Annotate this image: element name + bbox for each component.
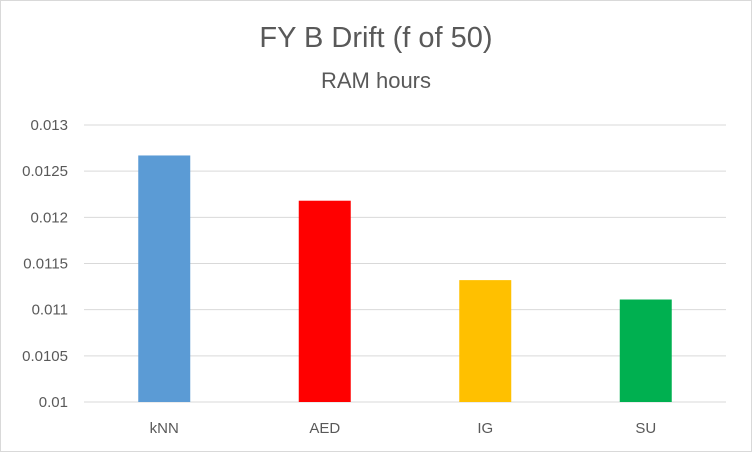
- x-category-label: IG: [477, 420, 493, 437]
- y-tick-label: 0.0115: [23, 256, 68, 273]
- bar-aed: [298, 200, 351, 402]
- y-tick-label: 0.012: [30, 209, 68, 226]
- x-category-label: kNN: [150, 420, 179, 437]
- gridlines: [84, 124, 726, 403]
- bar-ig: [459, 280, 512, 402]
- y-tick-label: 0.0125: [22, 163, 68, 180]
- chart-title: FY B Drift (f of 50): [259, 22, 493, 54]
- y-axis-tick-labels: 0.01 0.0105 0.011 0.0115 0.012 0.0125 0.013: [22, 117, 68, 411]
- y-tick-label: 0.013: [30, 117, 68, 134]
- x-category-label: AED: [309, 420, 340, 437]
- x-category-label: SU: [635, 420, 656, 437]
- bar-knn: [138, 155, 191, 402]
- bars: [138, 155, 672, 402]
- bar-su: [619, 299, 672, 402]
- chart-subtitle: RAM hours: [320, 68, 432, 93]
- y-tick-label: 0.01: [39, 394, 68, 411]
- x-axis-category-labels: kNN AED IG SU: [150, 420, 657, 437]
- y-tick-label: 0.011: [32, 302, 68, 319]
- y-tick-label: 0.0105: [22, 348, 68, 365]
